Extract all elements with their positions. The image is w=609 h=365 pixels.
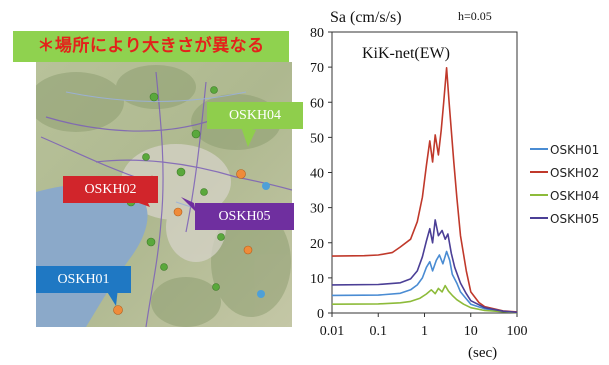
x-tick-label: 1: [421, 324, 428, 339]
legend-label-oskh01: OSKH01: [550, 143, 599, 157]
y-tick-label: 50: [310, 131, 324, 146]
y-tick-label: 0: [317, 307, 324, 322]
label-oskh05: OSKH05: [195, 203, 294, 230]
legend-label-oskh04: OSKH04: [550, 189, 599, 203]
y-tick-label: 40: [310, 167, 324, 182]
damping-label: h=0.05: [458, 9, 492, 23]
label-oskh01: OSKH01: [36, 266, 131, 293]
label-oskh02: OSKH02: [63, 176, 158, 203]
y-tick-label: 60: [310, 96, 324, 111]
y-tick-label: 10: [310, 272, 324, 287]
legend-label-oskh05: OSKH05: [550, 212, 599, 226]
legend-label-oskh02: OSKH02: [550, 166, 599, 180]
chart-title: KiK-net(EW): [362, 45, 450, 62]
y-axis-label: Sa (cm/s/s): [330, 9, 402, 26]
x-tick-label: 0.01: [320, 324, 345, 339]
y-tick-label: 20: [310, 237, 324, 252]
y-tick-label: 80: [310, 26, 324, 41]
label-oskh04: OSKH04: [207, 102, 303, 129]
series-line-oskh05: [331, 219, 518, 314]
banner: ＊場所により大きさが異なる: [13, 31, 289, 62]
series-line-oskh01: [331, 250, 518, 314]
x-axis-label: (sec): [468, 345, 497, 361]
y-tick-label: 70: [310, 61, 324, 76]
series-line-oskh04: [331, 284, 518, 314]
x-tick-label: 100: [507, 324, 528, 339]
x-tick-label: 10: [464, 324, 478, 339]
series-line-oskh02: [331, 67, 518, 313]
y-tick-label: 30: [310, 202, 324, 217]
x-tick-label: 0.1: [370, 324, 388, 339]
